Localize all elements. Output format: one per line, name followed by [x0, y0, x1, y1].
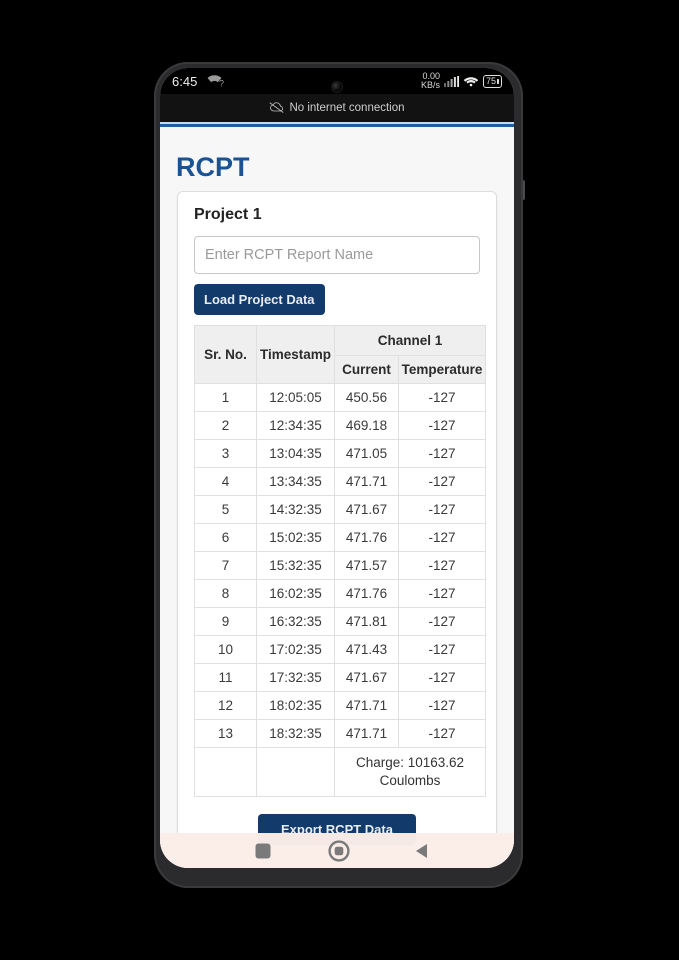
svg-text:?: ? — [219, 79, 224, 88]
